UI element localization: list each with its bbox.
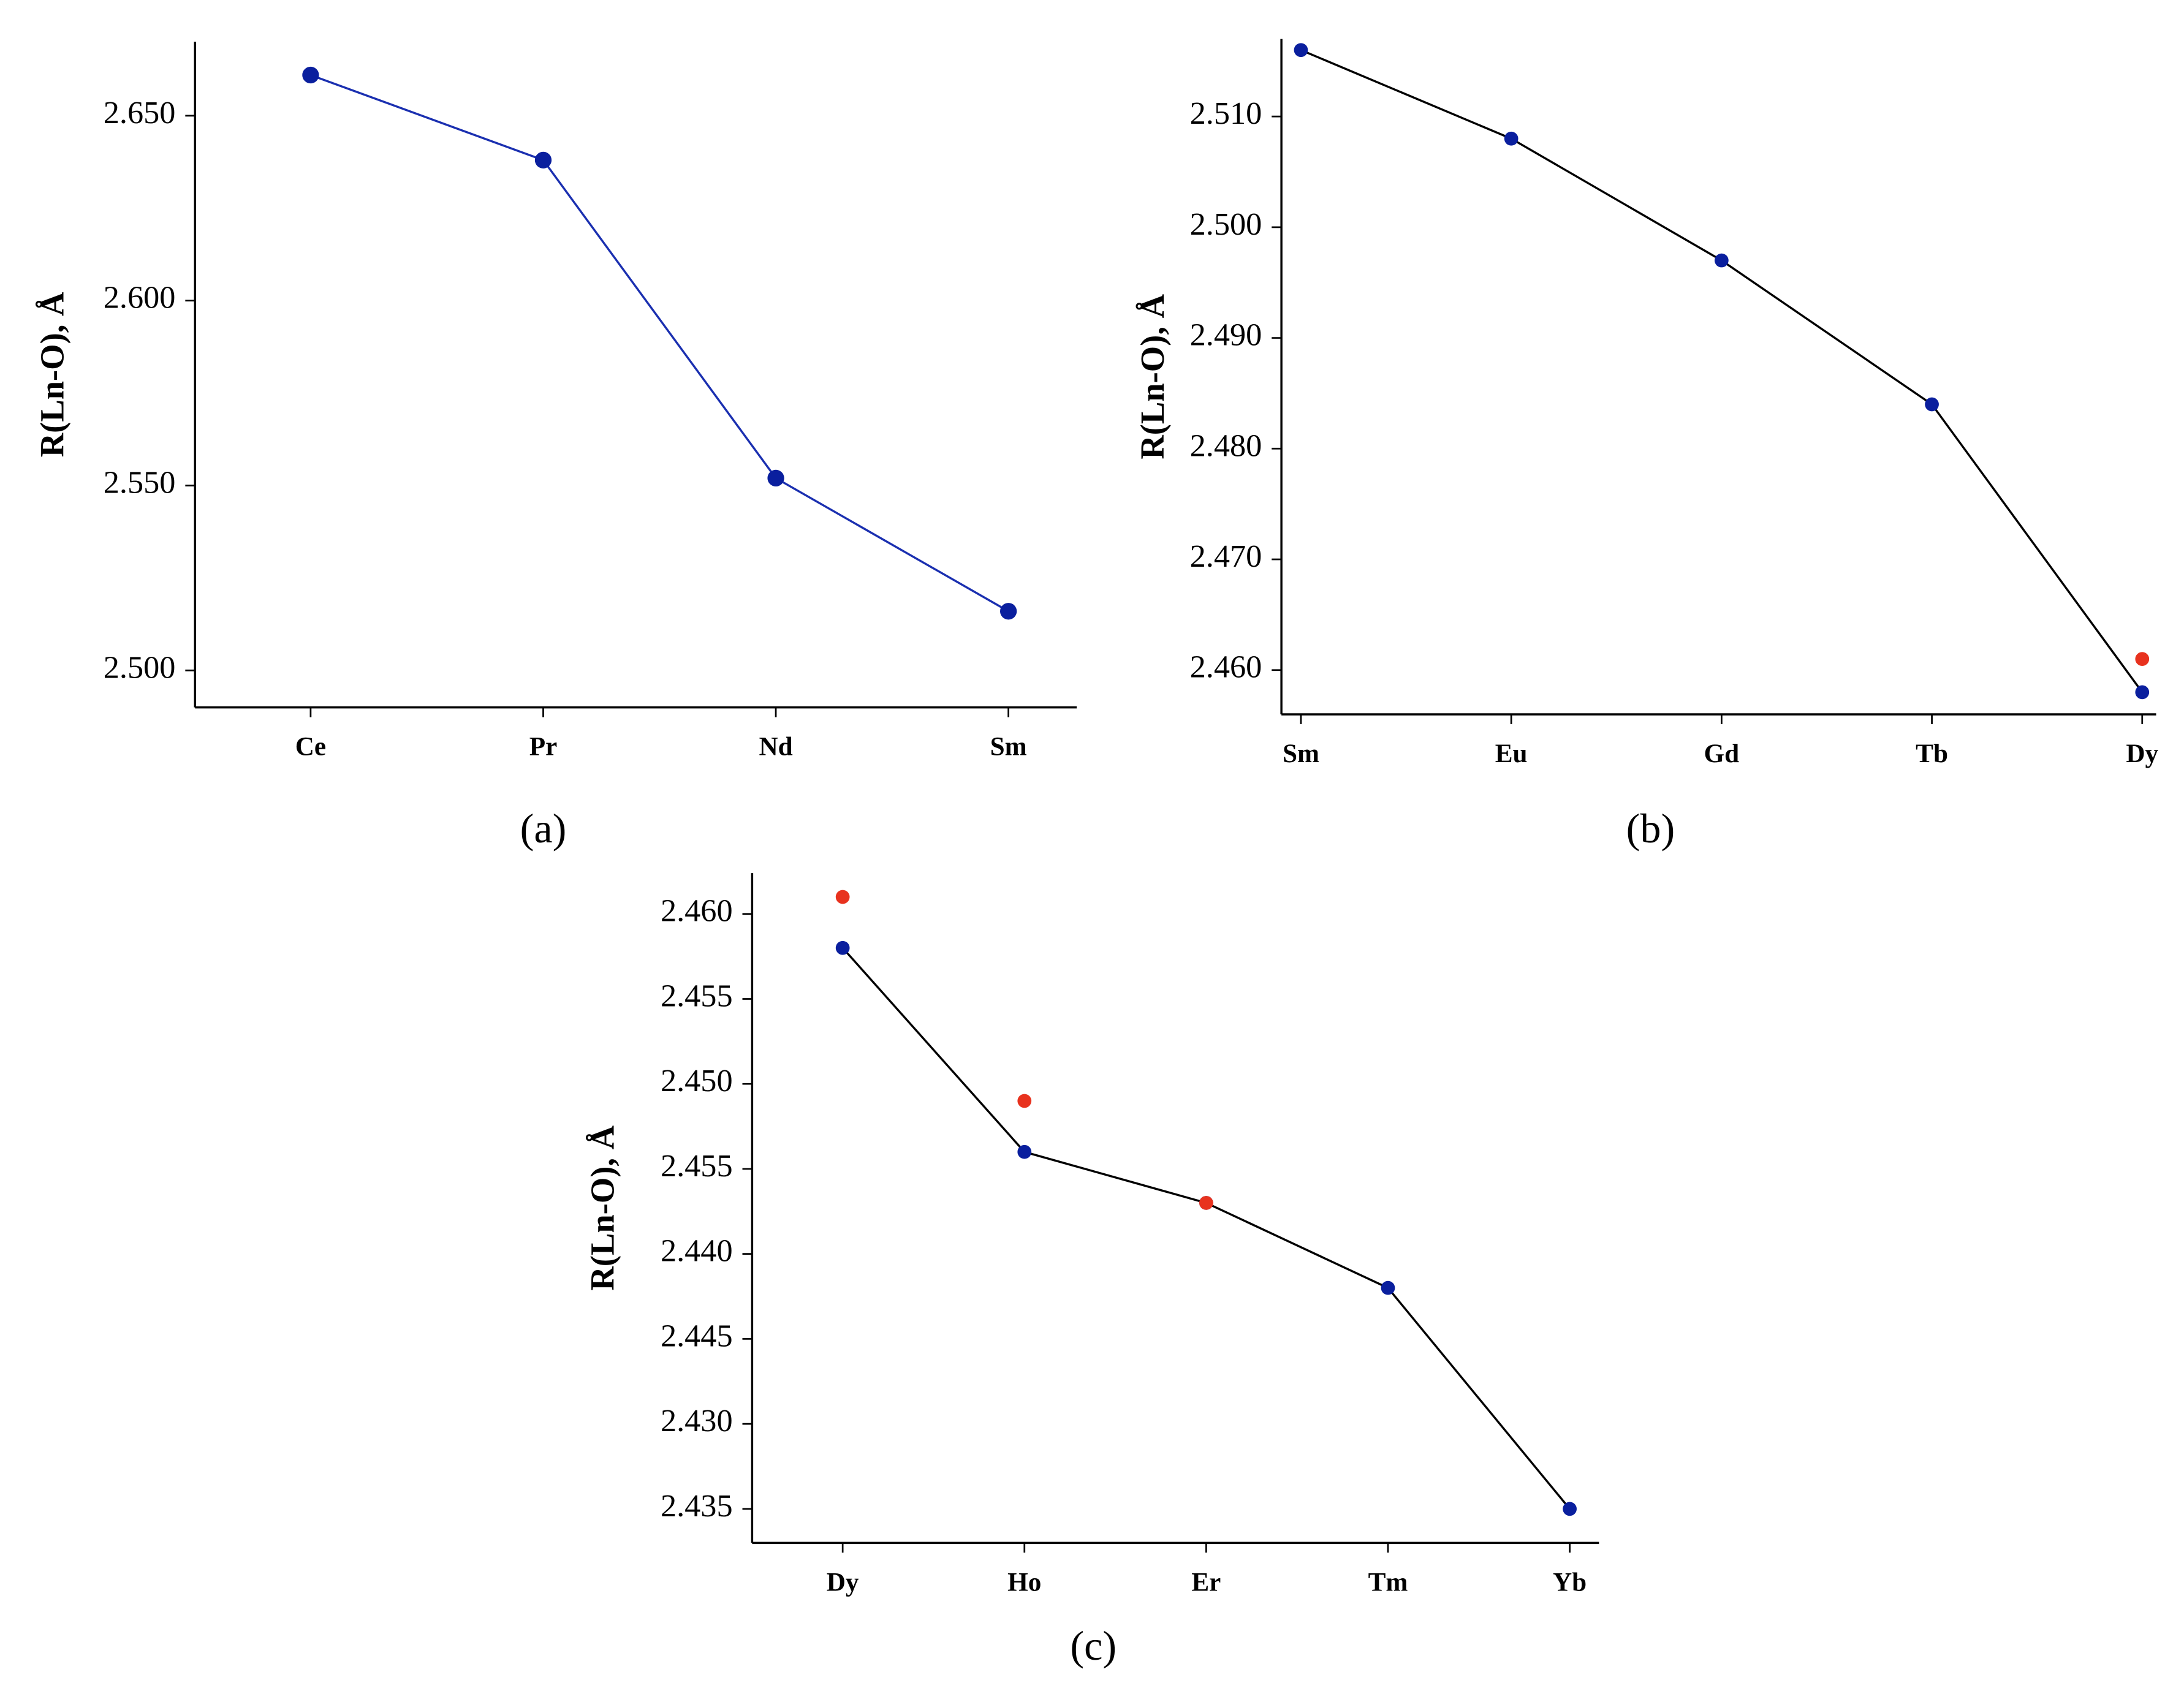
y-tick-label: 2.510 [1190, 96, 1262, 131]
point [1017, 1094, 1032, 1108]
x-tick-label: Dy [827, 1568, 859, 1597]
y-tick-label: 2.480 [1190, 428, 1262, 463]
point [1504, 131, 1519, 146]
x-tick-label: Er [1191, 1568, 1221, 1597]
y-tick-label: 2.470 [1190, 539, 1262, 574]
point [1714, 253, 1729, 268]
y-tick-label: 2.445 [661, 1318, 733, 1353]
point [1925, 397, 1939, 412]
y-tick-label: 2.440 [661, 1233, 733, 1269]
x-tick-label: Tb [1916, 739, 1948, 768]
y-tick-label: 2.600 [104, 280, 176, 316]
point [1563, 1502, 1577, 1516]
point [767, 469, 784, 487]
caption: (c) [1070, 1622, 1117, 1669]
y-tick-label: 2.490 [1190, 317, 1262, 353]
y-tick-label: 2.500 [1190, 206, 1262, 242]
x-tick-label: Yb [1553, 1568, 1587, 1597]
x-tick-label: Tm [1368, 1568, 1408, 1597]
caption: (a) [520, 805, 567, 852]
x-tick-label: Sm [1283, 739, 1319, 768]
point [2135, 685, 2150, 700]
point [1381, 1280, 1395, 1295]
x-tick-label: Pr [529, 733, 558, 762]
point [835, 890, 850, 904]
point [534, 151, 552, 168]
y-tick-label: 2.455 [661, 978, 733, 1013]
series-line [841, 947, 1571, 1510]
y-axis-label: R(Ln-O), Å [583, 1125, 621, 1291]
y-axis-label: R(Ln-O), Å [1134, 294, 1171, 459]
x-tick-label: Ce [295, 733, 326, 762]
caption: (b) [1626, 805, 1675, 852]
point [1017, 1144, 1032, 1159]
y-tick-label: 2.430 [661, 1403, 733, 1439]
y-tick-label: 2.650 [104, 95, 176, 130]
x-tick-label: Dy [2126, 739, 2158, 768]
y-tick-label: 2.550 [104, 464, 176, 500]
y-tick-label: 2.455 [661, 1148, 733, 1184]
y-tick-label: 2.460 [661, 893, 733, 929]
series-line [1300, 49, 2144, 693]
x-tick-label: Sm [990, 733, 1027, 762]
point [1294, 43, 1308, 58]
y-axis-label: R(Ln-O), Å [33, 292, 70, 458]
x-tick-label: Nd [759, 733, 792, 762]
x-tick-label: Ho [1007, 1568, 1041, 1597]
y-tick-label: 2.435 [661, 1488, 733, 1524]
point [2135, 652, 2150, 667]
point [1199, 1196, 1213, 1210]
x-tick-label: Gd [1704, 739, 1740, 768]
point [999, 603, 1017, 620]
point [835, 940, 850, 955]
series-line [310, 74, 1009, 613]
point [302, 66, 319, 84]
y-tick-label: 2.500 [104, 649, 176, 685]
y-tick-label: 2.460 [1190, 649, 1262, 685]
y-tick-label: 2.450 [661, 1063, 733, 1098]
x-tick-label: Eu [1495, 739, 1528, 768]
